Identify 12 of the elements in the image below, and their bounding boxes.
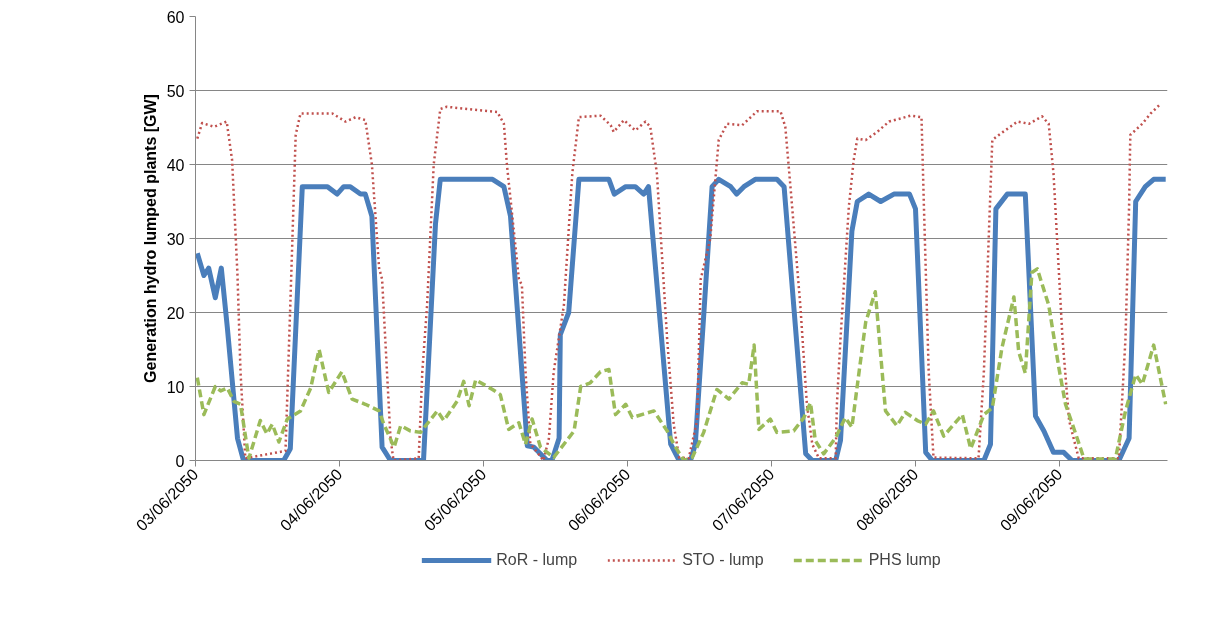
y-tick-label: 10 xyxy=(166,378,185,396)
legend-label: STO - lump xyxy=(682,551,764,569)
y-axis-title: Generation hydro lumped plants [GW] xyxy=(141,94,159,383)
y-tick-label: 50 xyxy=(166,82,185,100)
line-series xyxy=(196,104,1161,461)
y-tick-label: 60 xyxy=(166,8,185,26)
y-tick-label: 20 xyxy=(166,304,185,322)
y-tick-label: 40 xyxy=(166,156,185,174)
legend-label: PHS lump xyxy=(868,551,941,569)
y-tick-label: 30 xyxy=(166,230,185,248)
y-tick-label: 0 xyxy=(175,452,185,470)
legend-label: RoR - lump xyxy=(496,551,578,569)
